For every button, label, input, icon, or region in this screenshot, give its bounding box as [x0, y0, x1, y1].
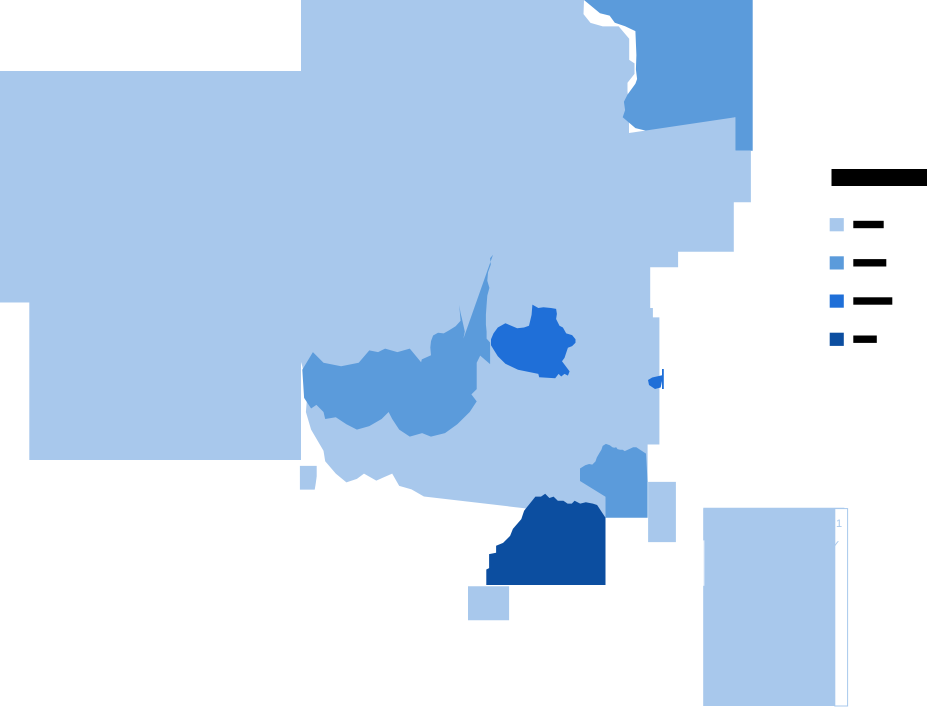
- svg-text:1: 1: [836, 518, 842, 530]
- svg-text:✓: ✓: [831, 539, 840, 551]
